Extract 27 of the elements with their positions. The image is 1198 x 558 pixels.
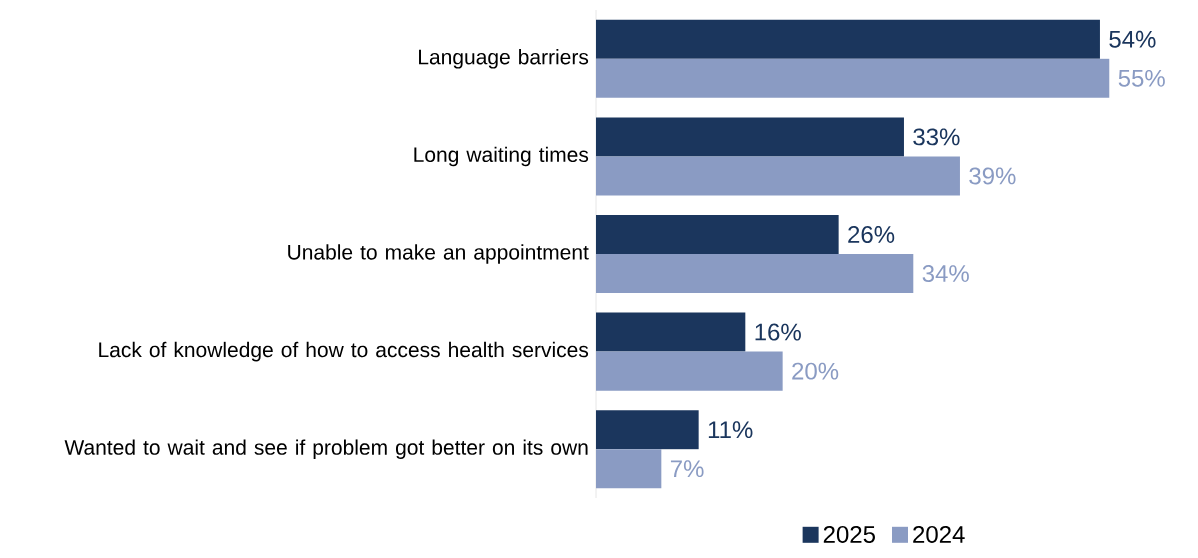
data-label: 54% xyxy=(1109,30,1156,48)
bar xyxy=(596,254,914,294)
bar xyxy=(596,19,1100,59)
data-label: 20% xyxy=(792,362,839,380)
data-label: 26% xyxy=(848,226,895,243)
data-label: 7% xyxy=(670,460,704,478)
legend-label: 2024 xyxy=(913,525,965,543)
data-label: 16% xyxy=(755,323,801,341)
bar xyxy=(596,351,783,391)
bar xyxy=(596,410,699,450)
y-tick-label: Long waiting times xyxy=(414,146,589,167)
bar xyxy=(596,214,839,255)
bar xyxy=(596,58,1110,98)
data-label: 39% xyxy=(969,167,1016,185)
y-tick-label: Language barriers xyxy=(419,49,589,69)
data-label: 33% xyxy=(913,128,960,146)
bar xyxy=(596,117,904,157)
bar xyxy=(596,156,960,196)
bar xyxy=(596,449,662,489)
data-label: 55% xyxy=(1118,69,1165,87)
y-tick-label: Wanted to wait and see if problem got better on its own xyxy=(64,439,588,459)
legend-label: 2025 xyxy=(823,525,875,543)
data-label: 11% xyxy=(708,421,753,439)
data-label: 34% xyxy=(922,265,969,283)
y-tick-label: Lack of knowledge of how to access health services xyxy=(99,341,589,362)
y-tick-label: Unable to make an appointment xyxy=(288,244,589,264)
bar xyxy=(596,312,746,352)
